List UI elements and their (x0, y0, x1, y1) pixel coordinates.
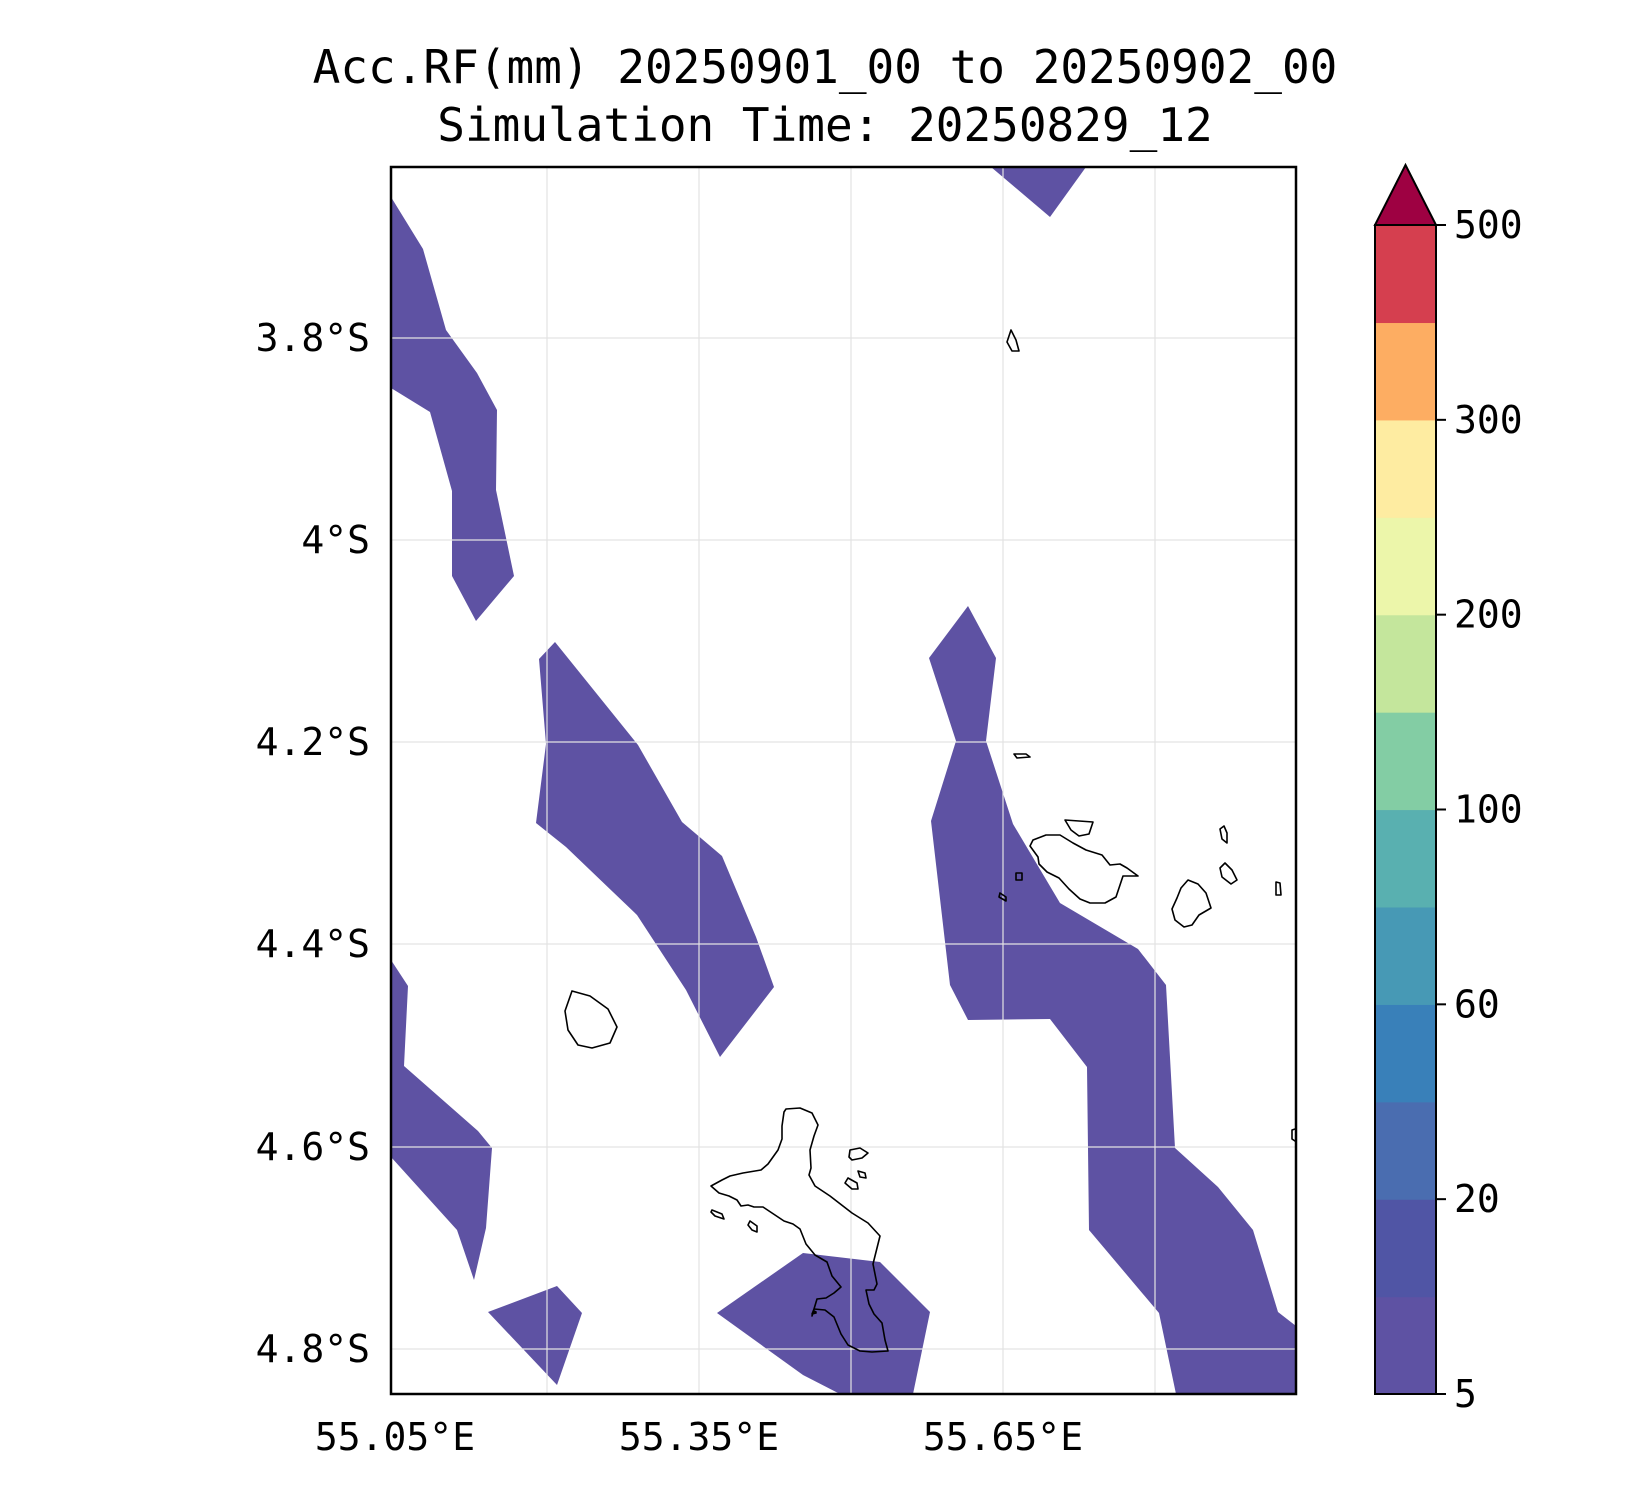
colorbar-ticks: 5 20 60 100 200 300 500 (1436, 203, 1523, 1416)
colorbar-band (1375, 322, 1436, 421)
coastline-la-digue-island (1171, 879, 1212, 928)
rainfall-fill-regions (391, 167, 1296, 1394)
lon-label: 55.65°E (923, 1415, 1083, 1459)
coastline-islet-14 (1291, 1127, 1296, 1143)
coastlines (564, 329, 1296, 1353)
colorbar-band (1375, 906, 1436, 1005)
title-line-2: Simulation Time: 20250829_12 (437, 98, 1213, 152)
coastline-islet-10 (844, 1177, 859, 1190)
colorbar-extend-arrow (1373, 162, 1438, 226)
colorbar-tick-label: 100 (1454, 788, 1523, 832)
rain-region-northwest (391, 197, 514, 621)
coastline-islet-12 (710, 1209, 725, 1220)
colorbar-band (1375, 517, 1436, 616)
coastline-islet-8 (998, 892, 1007, 902)
colorbar-band (1375, 225, 1436, 324)
colorbar-tick-label: 60 (1454, 982, 1500, 1026)
coastline-silhouette-island (564, 990, 618, 1049)
coastline-islet-5 (1006, 329, 1020, 352)
rain-region-east-band (929, 606, 1296, 1394)
latitude-labels: 3.8°S 4°S 4.2°S 4.4°S 4.6°S 4.8°S (256, 316, 370, 1371)
rain-region-north-top (991, 167, 1086, 217)
longitude-labels: 55.05°E 55.35°E 55.65°E (315, 1415, 1083, 1459)
coastline-mahe-island (710, 1107, 889, 1353)
colorbar-band (1375, 809, 1436, 908)
coastline-islet-13 (747, 1220, 758, 1233)
colorbar-band (1375, 1199, 1436, 1298)
lat-label: 3.8°S (256, 316, 370, 360)
lat-label: 4.8°S (256, 1327, 370, 1371)
coastline-islet-3 (1219, 825, 1228, 844)
colorbar-band (1375, 614, 1436, 713)
colorbar: 5 20 60 100 200 300 500 (1373, 162, 1523, 1416)
lat-label: 4°S (301, 518, 370, 562)
colorbar-band (1375, 419, 1436, 518)
colorbar-tick-label: 200 (1454, 593, 1523, 637)
coastline-islet-4 (1275, 881, 1282, 896)
lon-label: 55.05°E (315, 1415, 475, 1459)
title-line-1: Acc.RF(mm) 20250901_00 to 20250902_00 (312, 40, 1338, 94)
lat-label: 4.2°S (256, 720, 370, 764)
colorbar-band (1375, 1004, 1436, 1103)
colorbar-band (1375, 1101, 1436, 1200)
rain-region-west-lower (391, 960, 492, 1280)
colorbar-tick-label: 20 (1454, 1177, 1500, 1221)
colorbar-tick-label: 500 (1454, 203, 1523, 247)
colorbar-band (1375, 712, 1436, 811)
colorbar-tick-label: 5 (1454, 1372, 1477, 1416)
colorbar-tick-label: 300 (1454, 398, 1523, 442)
lat-label: 4.4°S (256, 922, 370, 966)
colorbar-bands (1375, 225, 1436, 1395)
coastline-islet-9 (848, 1147, 869, 1161)
rain-region-central-band (536, 642, 774, 1057)
map-frame (389, 165, 1298, 1396)
coastline-islet-6 (1013, 753, 1031, 759)
lon-label: 55.35°E (619, 1415, 779, 1459)
coastline-islet-2 (1219, 862, 1238, 885)
coastline-praslin-island (1029, 834, 1139, 904)
coastline-islet-11 (857, 1170, 867, 1179)
colorbar-band (1375, 1296, 1436, 1395)
lat-label: 4.6°S (256, 1125, 370, 1169)
rain-region-southwest (488, 1286, 582, 1385)
coastline-islet-7 (1015, 872, 1023, 881)
gridlines (391, 167, 1296, 1394)
rain-region-south-center (717, 1253, 930, 1394)
coastline-islet-1 (1064, 819, 1094, 837)
